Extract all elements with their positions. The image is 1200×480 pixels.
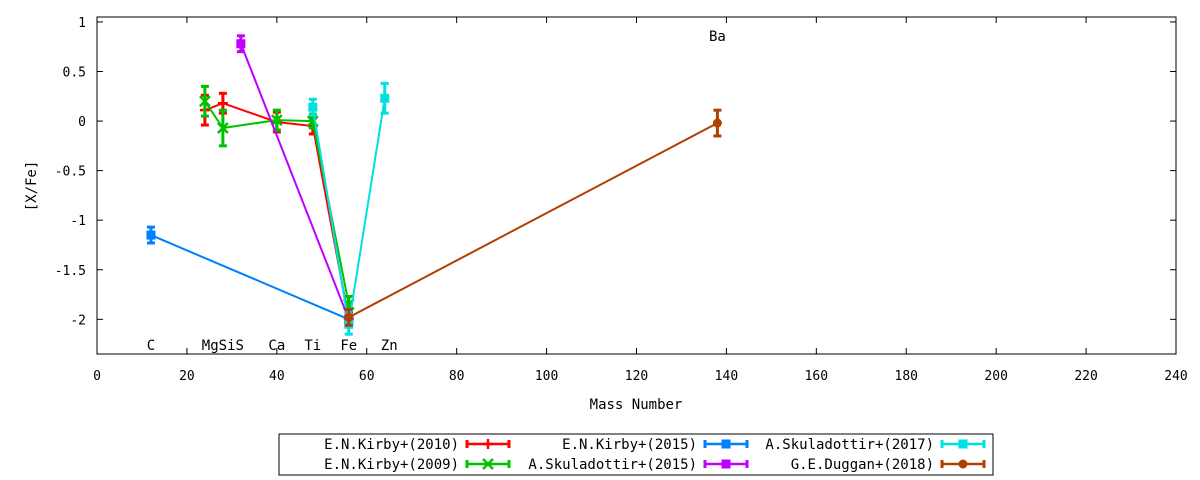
axes: 0 20 40 60 80 100 120 140 160 180 200 220 240 1 0.5 0 -0… — [55, 16, 1188, 384]
y-tick-label: 0.5 — [63, 66, 86, 81]
data-point-marker — [308, 102, 318, 112]
x-tick-label: 120 — [625, 369, 648, 384]
data-point-marker — [199, 95, 211, 108]
series-group — [344, 108, 722, 327]
element-label: Fe — [340, 338, 357, 354]
data-point-marker — [958, 459, 968, 469]
element-label: C — [147, 338, 155, 354]
series-line — [239, 43, 350, 320]
legend-label: A.Skuladottir+(2017) — [765, 437, 934, 453]
x-tick-label: 160 — [805, 369, 828, 384]
legend-box — [278, 433, 994, 476]
series-group — [236, 34, 354, 327]
x-tick-label: 100 — [535, 369, 558, 384]
legend-label: G.E.Duggan+(2018) — [791, 457, 934, 473]
y-tick-label: -1 — [70, 214, 86, 229]
legend: E.N.Kirby+(2010) E.N.Kirby+(2009) E.N.Kirb… — [278, 433, 994, 476]
y-tick-label: -1.5 — [55, 264, 86, 279]
data-point-marker — [712, 118, 722, 128]
data-point-marker — [958, 439, 968, 449]
series-group — [146, 225, 354, 327]
legend-label: A.Skuladottir+(2015) — [528, 457, 697, 473]
plot-frame — [96, 16, 1177, 355]
series-group — [199, 84, 355, 314]
data-point-marker — [721, 459, 731, 469]
x-tick-label: 20 — [179, 369, 195, 384]
series-line — [348, 122, 718, 319]
data-point-marker — [721, 439, 731, 449]
data-point-marker — [483, 439, 493, 449]
data-point-marker — [146, 230, 156, 240]
series-layer — [146, 34, 722, 336]
element-labels: C MgSiS Ca Ti Fe Zn Ba — [147, 29, 726, 354]
x-tick-label: 180 — [895, 369, 918, 384]
series-line — [311, 98, 386, 325]
element-label: Zn — [381, 338, 398, 354]
y-axis-label: [X/Fe] — [24, 161, 40, 212]
legend-label: E.N.Kirby+(2015) — [562, 437, 697, 453]
data-point-marker — [344, 312, 354, 322]
legend-label: E.N.Kirby+(2009) — [324, 457, 459, 473]
x-tick-label: 40 — [269, 369, 285, 384]
x-axis-label: Mass Number — [590, 397, 683, 413]
y-tick-label: -0.5 — [55, 165, 86, 180]
x-tick-label: 200 — [984, 369, 1007, 384]
y-tick-label: 1 — [78, 16, 86, 31]
element-label: Ba — [709, 29, 726, 45]
data-point-marker — [236, 39, 246, 49]
data-point-marker — [217, 98, 228, 109]
series-line — [150, 234, 350, 321]
x-tick-label: 140 — [715, 369, 738, 384]
y-tick-label: 0 — [78, 115, 86, 130]
data-point-marker — [380, 93, 390, 103]
data-point-marker — [216, 122, 229, 134]
x-tick-label: 0 — [93, 369, 101, 384]
data-point-marker — [270, 114, 283, 126]
data-point-marker — [482, 458, 494, 470]
legend-label: E.N.Kirby+(2010) — [324, 437, 459, 453]
x-tick-label: 80 — [449, 369, 465, 384]
element-label: MgSiS — [202, 338, 244, 354]
y-tick-label: -2 — [70, 313, 86, 328]
element-label: Ca — [268, 338, 285, 354]
x-tick-label: 60 — [359, 369, 375, 384]
x-tick-label: 240 — [1164, 369, 1187, 384]
element-label: Ti — [304, 338, 321, 354]
x-tick-label: 220 — [1074, 369, 1097, 384]
